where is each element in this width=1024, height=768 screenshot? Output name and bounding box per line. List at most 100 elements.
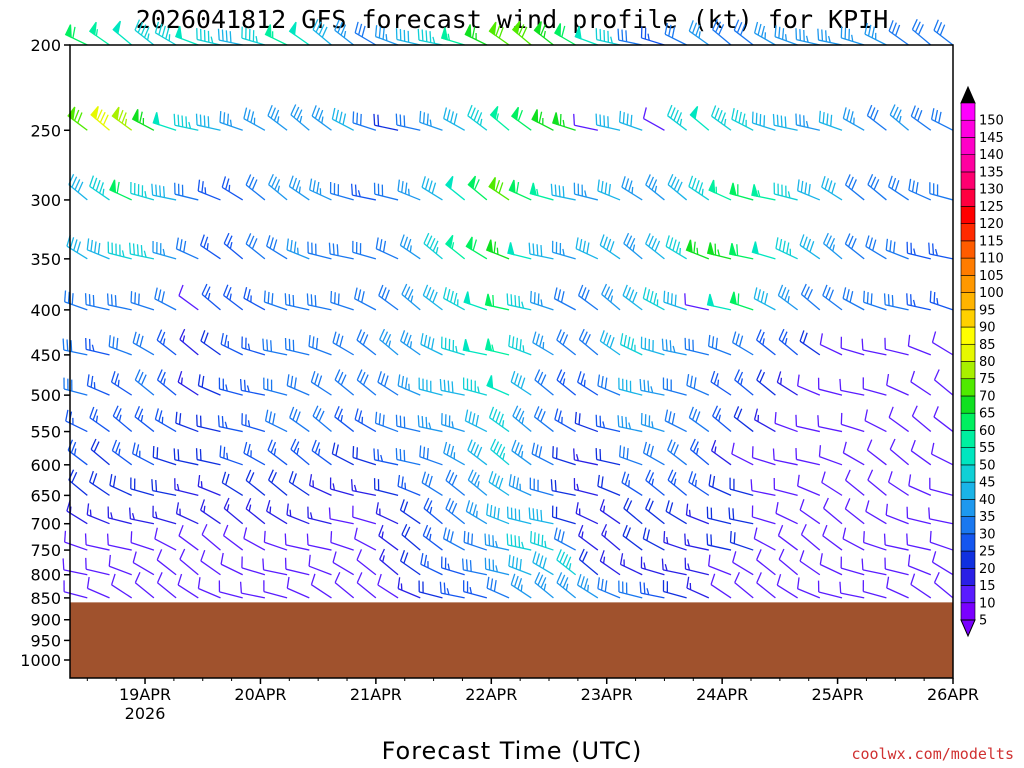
barb-feather <box>200 330 206 342</box>
barb-feather <box>428 180 433 192</box>
barb-feather <box>497 507 500 520</box>
barb-feather <box>517 375 523 387</box>
barb-feather <box>143 26 150 38</box>
barb-feather <box>822 284 828 296</box>
colorbar-label: 100 <box>979 286 1004 301</box>
barb-staff <box>799 509 821 525</box>
wind-barb <box>175 237 199 260</box>
wind-barb <box>62 338 88 356</box>
barb-feather <box>73 448 77 456</box>
barb-feather <box>124 118 128 126</box>
barb-feather <box>622 524 628 536</box>
barb-feather <box>157 289 162 301</box>
barb-feather <box>621 416 624 428</box>
barb-feather <box>445 498 451 510</box>
wind-barb <box>906 293 931 311</box>
barb-feather <box>403 449 406 462</box>
wind-barb <box>645 498 665 525</box>
wind-barb <box>134 406 155 433</box>
barb-feather <box>121 112 127 124</box>
wind-barb <box>418 580 443 599</box>
wind-barb <box>197 577 221 599</box>
wind-barb <box>799 550 821 576</box>
wind-barb <box>128 242 155 260</box>
barb-staff <box>686 384 710 396</box>
barb-feather <box>310 573 316 585</box>
barb-feather <box>315 21 322 33</box>
wind-barb <box>356 329 377 356</box>
barb-feather <box>267 291 270 304</box>
barb-feather <box>560 291 565 303</box>
barb-feather <box>160 371 166 383</box>
barb-feather <box>421 176 426 188</box>
barb-feather <box>154 287 158 299</box>
barb-feather <box>865 500 870 512</box>
barb-feather <box>597 577 600 589</box>
barb-feather <box>831 182 836 194</box>
wind-barb <box>328 242 354 260</box>
barb-staff <box>308 345 332 356</box>
barb-feather <box>92 177 98 189</box>
barb-feather <box>137 21 144 33</box>
barb-pennant <box>551 112 560 126</box>
barb-feather <box>464 409 469 421</box>
wind-barb <box>379 328 399 356</box>
barb-feather <box>844 233 851 245</box>
barb-feather <box>664 22 669 35</box>
barb-feather <box>799 330 805 342</box>
barb-feather <box>632 291 638 303</box>
barb-feather <box>621 471 626 483</box>
barb-feather <box>407 288 414 300</box>
wind-barb <box>885 238 909 260</box>
wind-barb <box>373 448 399 466</box>
barb-feather <box>182 335 186 343</box>
x-tick-label: 23APR <box>581 685 633 704</box>
barb-staff <box>130 541 155 551</box>
colorbar-swatch <box>960 447 976 466</box>
barb-feather <box>401 181 404 193</box>
barb-feather <box>778 328 785 340</box>
wind-barb <box>68 173 88 201</box>
wind-barb <box>152 240 177 260</box>
barb-feather <box>673 179 680 191</box>
barb-feather <box>114 373 119 385</box>
wind-barb <box>599 330 621 356</box>
barb-feather <box>99 111 106 123</box>
barb-feather <box>889 438 896 450</box>
wind-barb <box>911 18 932 46</box>
barb-feather <box>580 373 585 385</box>
wind-barb <box>684 337 709 356</box>
barb-feather <box>538 446 543 458</box>
barb-feather <box>757 23 762 36</box>
barb-feather <box>867 24 872 37</box>
wind-barb <box>89 406 110 433</box>
barb-staff <box>263 591 288 599</box>
wind-barb <box>86 238 110 260</box>
wind-barb <box>795 414 820 433</box>
barb-staff <box>842 538 865 551</box>
barb-feather <box>536 188 539 196</box>
wind-barb <box>440 27 465 46</box>
barb-feather <box>576 573 582 586</box>
barb-feather <box>435 247 439 254</box>
barb-feather <box>630 338 635 350</box>
barb-feather <box>663 290 666 303</box>
wind-barb <box>67 106 88 131</box>
barb-feather <box>91 344 95 352</box>
barb-feather <box>161 25 166 38</box>
barb-feather <box>732 508 735 520</box>
barb-feather <box>95 179 101 192</box>
wind-barb <box>264 409 288 433</box>
barb-staff <box>419 456 443 466</box>
barb-feather <box>713 373 719 385</box>
barb-feather <box>673 109 679 121</box>
barb-feather <box>559 331 565 343</box>
barb-feather <box>691 177 697 190</box>
wind-barb <box>929 477 954 497</box>
colorbar-label: 145 <box>979 131 1004 146</box>
wind-barb <box>534 571 554 599</box>
colorbar-swatch <box>960 361 976 380</box>
barb-feather <box>519 559 522 571</box>
barb-staff <box>934 582 954 599</box>
barb-feather <box>734 571 740 583</box>
